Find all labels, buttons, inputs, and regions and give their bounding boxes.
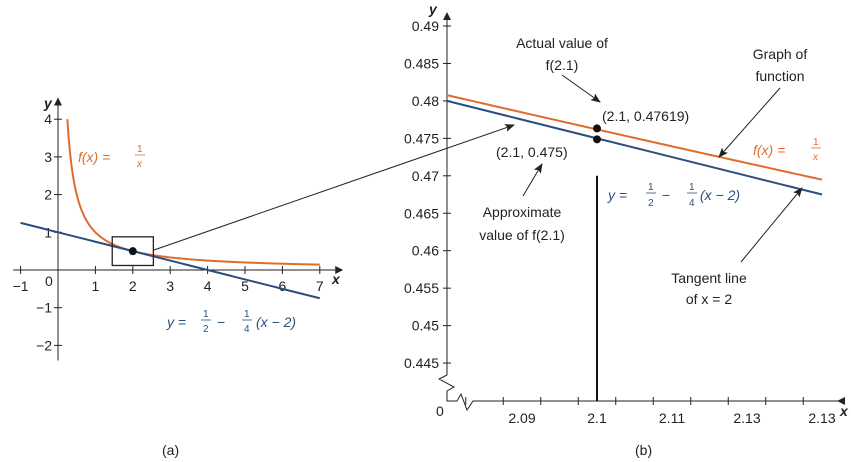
a-x-tick-label: 6 [279,278,287,294]
panel-a-label: (a) [162,442,179,458]
panel-b-label: (b) [635,442,652,458]
a-y-tick-label: 3 [44,149,52,165]
svg-text:−: − [217,314,225,330]
b-y-tick-label: 0.445 [404,355,439,371]
a-x-tick-label: 7 [316,278,324,294]
svg-text:4: 4 [689,198,695,209]
a-x-axis-label: x [331,271,341,287]
b-y-tick-label: 0.49 [412,18,439,34]
b-tangent-label: y = 1 2 − 1 4 (x − 2) [607,182,740,209]
a-origin-label: 0 [45,273,53,289]
b-x-tick-label: 2.11 [659,410,685,426]
a-y-tick-label: −2 [36,337,52,353]
svg-text:x: x [812,152,819,163]
svg-text:1: 1 [813,137,819,148]
a-tangent-line [20,221,321,300]
approx-value-label-2: value of f(2.1) [479,227,565,243]
a-function-curve [66,119,320,266]
b-approx-point [593,135,601,144]
svg-text:f(x) =: f(x) = [753,142,785,158]
b-function-label: f(x) = 1 x [753,137,821,163]
a-y-tick-label: 1 [44,224,52,240]
b-y-tick-label: 0.465 [404,205,439,221]
panel-b: 2.09 2.1 2.11 2.13 2.13 0.49 0.485 0.48 0.475 0.4… [404,12,845,426]
actual-value-arrow [561,74,601,103]
b-y-axis-label: y [428,1,438,17]
tangent-line-label-1: Tangent line [671,270,747,286]
a-y-axis-label: y [43,95,53,111]
b-x-tick-label: 2.13 [808,410,835,426]
actual-value-label-2: f(2.1) [546,57,579,73]
a-function-label: f(x) = 1 x [78,144,145,170]
a-y-tick-label: 4 [44,111,52,127]
b-x-tick-label: 2.09 [508,410,535,426]
a-x-tick-label: 3 [166,278,174,294]
tangent-line-label-2: of x = 2 [686,291,733,307]
graph-of-function-label-1: Graph of [753,46,808,62]
graph-of-function-arrow [718,87,781,158]
svg-text:2: 2 [648,198,654,209]
a-x-tick-label: 2 [129,278,137,294]
svg-text:y =: y = [607,187,627,203]
b-axis-break [437,374,841,412]
a-x-tick-label: −1 [13,278,29,294]
b-y-tick-label: 0.485 [404,55,439,71]
actual-value-label-1: Actual value of [516,35,608,51]
svg-text:1: 1 [648,182,654,193]
svg-text:−: − [662,187,670,203]
b-actual-point [593,124,601,133]
b-tangent-line [446,99,823,196]
tangent-line-arrow [740,187,803,263]
svg-text:x: x [136,159,143,170]
b-y-tick-label: 0.48 [412,93,439,109]
svg-text:1: 1 [137,144,143,155]
a-y-tick-label: 2 [44,187,52,203]
svg-text:1: 1 [689,182,695,193]
b-x-tick-label: 2.1 [587,410,607,426]
zoom-connector-arrow [153,124,515,251]
approx-value-label-1: Approximate [483,204,562,220]
a-tangent-point [128,247,137,256]
b-y-tick-label: 0.46 [412,243,439,259]
svg-text:f(x) =: f(x) = [78,149,110,165]
graph-of-function-label-2: function [755,68,804,84]
approx-value-arrow [522,163,543,197]
b-function-curve [446,94,823,181]
b-y-tick-label: 0.47 [412,168,439,184]
a-tangent-label: y = 1 2 − 1 4 (x − 2) [166,309,296,335]
a-zoom-box [111,236,155,267]
b-y-tick-label: 0.455 [404,280,439,296]
svg-text:(x − 2): (x − 2) [256,314,296,330]
svg-text:1: 1 [203,309,209,320]
b-x-tick-label: 2.13 [733,410,760,426]
b-origin-label: 0 [436,403,444,419]
b-y-tick-label: 0.475 [404,130,439,146]
svg-text:1: 1 [244,309,250,320]
a-x-tick-label: 4 [204,278,212,294]
svg-text:y =: y = [166,314,186,330]
svg-text:2: 2 [203,324,209,335]
actual-point-label: (2.1, 0.47619) [602,108,689,124]
b-x-axis-label: x [839,403,849,419]
a-x-tick-label: 5 [241,278,249,294]
a-x-tick-label: 1 [92,278,100,294]
approx-point-label: (2.1, 0.475) [496,144,568,160]
svg-text:4: 4 [244,324,250,335]
a-y-tick-label: −1 [36,300,52,316]
svg-text:(x − 2): (x − 2) [700,187,740,203]
b-y-tick-label: 0.45 [412,318,439,334]
